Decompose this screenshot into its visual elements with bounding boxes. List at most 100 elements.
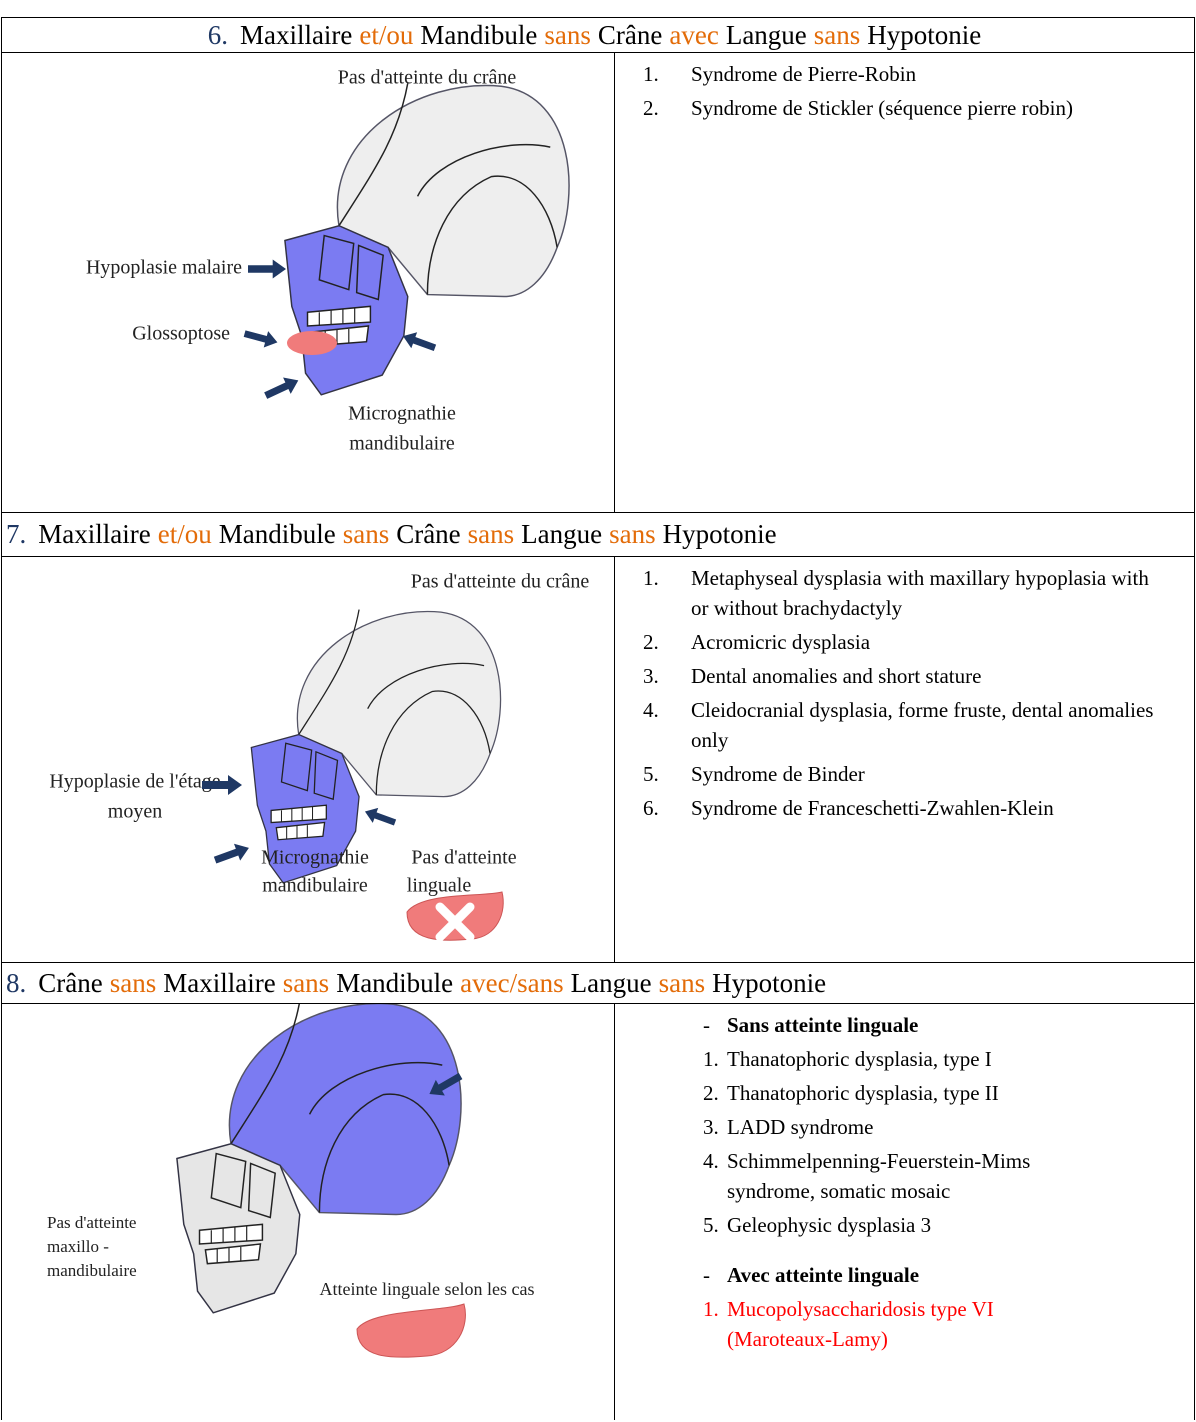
item-number: 1. [643,566,659,590]
list-item: 2. Syndrome de Stickler (séquence pierre … [643,93,1073,123]
item-text: Syndrome de Binder [691,762,865,786]
item-text: Dental anomalies and short stature [691,664,982,688]
list-item: 2. Acromicric dysplasia [643,627,1161,657]
section-number: 7. [6,519,27,549]
header-word: Crâne [597,19,663,50]
arrow [261,372,303,404]
figure-label: Glossoptose [132,323,230,345]
item-text: Syndrome de Franceschetti-Zwahlen-Klein [691,796,1054,820]
header-word: Crâne [396,519,461,549]
header-word: sans [282,967,330,998]
arrow [248,259,286,279]
header-word: sans [109,967,157,998]
figure-label: Hypoplasie de l'étage [49,771,220,793]
item-number: 2. [643,96,659,120]
arrow [242,325,280,351]
list-item: 2. Thanatophoric dysplasia, type II [703,1078,1097,1108]
item-number: 3. [643,664,659,688]
item-number: 1. [703,1297,719,1321]
header-word: Langue [725,19,807,50]
section-header: 6. Maxillaire et/ou Mandibule sans Crâne avec L… [2,18,1194,53]
item-text: Metaphyseal dysplasia with maxillary hyp… [691,566,1149,620]
list-item: 5. Syndrome de Binder [643,759,1161,789]
section-header: 8. Crâne sans Maxillaire sans Mandibule avec/s… [2,962,1194,1004]
header-word: Mandibule [218,519,336,549]
tongue [287,331,337,355]
figure-label: linguale [407,875,472,897]
figure-label: mandibulaire [262,875,368,897]
figure-label: maxillo - [47,1237,109,1256]
heading-text: Avec atteinte linguale [727,1263,920,1287]
list-group: - Avec atteinte linguale 1. Mucopolysacchar… [703,1260,1097,1354]
item-text: Cleidocranial dysplasia, forme fruste, d… [691,698,1154,752]
list-item: 1. Mucopolysaccharidosis type VI (Marotea… [703,1294,1097,1354]
illustration: Pas d'atteinte maxillo - mandibulaire At… [47,1004,615,1420]
figure-label: Pas d'atteinte [47,1213,136,1232]
figure-label: Micrognathie [348,403,456,425]
header-word: avec [669,19,719,50]
item-text: LADD syndrome [727,1115,874,1139]
header-word: sans [609,519,656,549]
header-word: sans [813,19,861,50]
group-heading: - Avec atteinte linguale [703,1260,1097,1290]
header-word: sans [658,967,706,998]
header-word: et/ou [157,519,212,549]
figure-label: Pas d'atteinte du crâne [338,67,517,89]
list-item: 1. Syndrome de Pierre-Robin [643,59,1073,89]
item-text: Syndrome de Pierre-Robin [691,62,917,86]
section: 8. Crâne sans Maxillaire sans Mandibule avec/s… [2,962,1194,1420]
figure-label: Atteinte linguale selon les cas [320,1279,535,1299]
list: 1. Metaphyseal dysplasia with maxillary h… [615,557,1161,962]
header-word: sans [342,519,390,549]
section: 7. Maxillaire et/ou Mandibule sans Crâne sans L… [2,512,1194,962]
item-number: 4. [703,1149,719,1173]
item-number: 2. [703,1081,719,1105]
item-text: Syndrome de Stickler (séquence pierre ro… [691,96,1073,120]
list: 1. Syndrome de Pierre-Robin 2. Syndrome de … [615,53,1073,512]
group-heading: - Sans atteinte linguale [703,1010,1097,1040]
item-number: 6. [643,796,659,820]
header-word: Hypotonie [662,519,777,549]
item-number: 5. [703,1213,719,1237]
list: - Sans atteinte linguale 1. Thanatophoric d… [615,1004,1097,1420]
item-text: Schimmelpenning-Feuerstein-Mims syndrome… [727,1149,1031,1203]
header-word: Maxillaire [163,967,276,998]
figure-label: Pas d'atteinte [411,847,516,869]
document-table: 6. Maxillaire et/ou Mandibule sans Crâne avec L… [1,17,1195,1420]
item-number: 1. [643,62,659,86]
figure-label: mandibulaire [47,1261,137,1280]
heading-text: Sans atteinte linguale [727,1013,919,1037]
skull [176,1004,462,1314]
header-word: et/ou [359,19,414,50]
header-word: sans [467,519,515,549]
item-number: 2. [643,630,659,654]
item-number: 3. [703,1115,719,1139]
header-word: Mandibule [336,967,454,998]
list-item: 4. Schimmelpenning-Feuerstein-Mims syndro… [703,1146,1097,1206]
cross [435,902,475,942]
figure-label: mandibulaire [349,433,455,455]
tongue [356,1303,466,1358]
item-text: Acromicric dysplasia [691,630,871,654]
item-text: Mucopolysaccharidosis type VI (Maroteaux… [727,1297,994,1351]
header-word: Crâne [38,967,103,998]
list-group: 1. Metaphyseal dysplasia with maxillary h… [643,563,1161,823]
header-word: Langue [521,519,603,549]
item-number: 1. [703,1047,719,1071]
section-number: 6. [207,19,228,50]
illustration: Pas d'atteinte du crâne Hypoplasie malai… [86,53,615,512]
header-word: Hypotonie [867,19,982,50]
list-group: - Sans atteinte linguale 1. Thanatophoric d… [703,1010,1097,1240]
header-word: Mandibule [420,19,538,50]
list-item: 6. Syndrome de Franceschetti-Zwahlen-Klei… [643,793,1161,823]
arrow [362,804,398,830]
section: 6. Maxillaire et/ou Mandibule sans Crâne avec L… [2,18,1194,512]
list-item: 4. Cleidocranial dysplasia, forme fruste,… [643,695,1161,755]
item-text: Thanatophoric dysplasia, type I [727,1047,992,1071]
section-header: 7. Maxillaire et/ou Mandibule sans Crâne sans L… [2,512,1194,557]
header-word: avec/sans [460,967,564,998]
arrow [400,328,438,356]
figure-label: Micrognathie [261,847,369,869]
list-item: 1. Thanatophoric dysplasia, type I [703,1044,1097,1074]
